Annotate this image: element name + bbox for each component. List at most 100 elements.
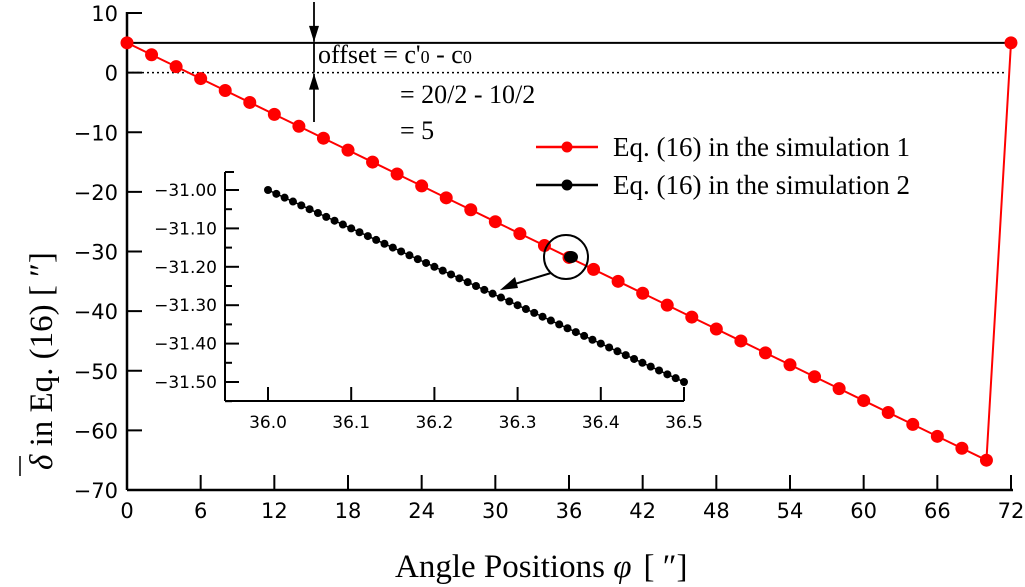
data-point: [979, 453, 993, 467]
offset-line-3: = 5: [400, 116, 434, 145]
data-point: [455, 274, 464, 283]
data-point: [546, 316, 555, 325]
data-point: [288, 197, 297, 206]
data-point: [380, 239, 389, 248]
data-point: [292, 119, 306, 133]
data-point: [472, 282, 480, 290]
data-point: [267, 107, 281, 121]
legend: Eq. (16) in the simulation 1 Eq. (16) in…: [536, 132, 910, 200]
inset-plot: −31.00 −31.10 −31.20 −31.30 −31.40 −31.50 36.0…: [154, 171, 703, 433]
data-point: [430, 262, 439, 271]
zoom-arrow-icon: [500, 277, 518, 290]
data-point: [646, 362, 655, 371]
data-point: [341, 143, 355, 157]
offset-annotation: offset = c'0 - c0 = 20/2 - 10/2 = 5: [318, 40, 535, 145]
data-point: [347, 224, 356, 233]
data-point: [243, 95, 257, 109]
data-point: [709, 322, 723, 336]
x-tick-label: 66: [924, 499, 951, 523]
x-axis-title: Angle Positions φ[ ″]: [395, 549, 687, 585]
data-point: [530, 308, 539, 317]
inset-x-tick-label: 36.3: [499, 413, 537, 433]
main-axes: 100−10−20−30−40−50−60−700 6 12 18 24 30 36 42 48…: [74, 2, 1024, 523]
data-point: [571, 328, 580, 337]
data-point: [588, 335, 597, 344]
inset-x-tick-label: 36.5: [665, 413, 703, 433]
series-simulation-1: [120, 36, 1018, 467]
data-point: [397, 247, 406, 256]
x-tick-label: 30: [482, 499, 509, 523]
data-point: [194, 72, 208, 86]
data-point: [671, 374, 680, 383]
data-point: [930, 429, 944, 443]
x-tick-label: 12: [261, 499, 288, 523]
data-point: [638, 358, 647, 367]
data-point: [513, 301, 522, 310]
x-tick-label: 54: [777, 499, 804, 523]
legend-label-1: Eq. (16) in the simulation 1: [613, 132, 910, 162]
x-tick-label: 18: [335, 499, 362, 523]
data-point: [363, 232, 372, 241]
data-point: [120, 36, 134, 50]
data-point: [313, 209, 322, 218]
data-point: [580, 331, 589, 340]
data-point: [218, 84, 232, 98]
data-point: [496, 293, 505, 302]
y-tick-label: −40: [74, 300, 118, 324]
zoom-circle: [543, 234, 589, 280]
data-point: [680, 378, 688, 386]
data-point: [521, 305, 530, 314]
data-point: [537, 239, 551, 253]
x-tick-label: 48: [703, 499, 730, 523]
data-point: [955, 441, 969, 455]
inset-y-tick-label: −31.20: [154, 258, 217, 278]
data-point: [413, 255, 422, 264]
data-point: [372, 235, 381, 244]
inset-y-tick-label: −31.10: [154, 219, 217, 239]
data-point: [611, 274, 625, 288]
offset-line-1: offset = c'0 - c0: [318, 40, 472, 69]
data-point: [685, 310, 699, 324]
data-point: [655, 366, 664, 375]
y-tick-label: −10: [74, 121, 118, 145]
data-point: [505, 297, 514, 306]
data-point: [330, 216, 339, 225]
data-point: [366, 155, 380, 169]
data-point: [563, 324, 572, 333]
y-tick-label: −20: [74, 181, 118, 205]
data-point: [480, 285, 489, 294]
data-point: [832, 382, 846, 396]
data-point: [758, 346, 772, 360]
data-point: [734, 334, 748, 348]
data-point: [488, 215, 502, 229]
inset-y-tick-label: −31.00: [154, 181, 217, 201]
y-tick-label: −60: [74, 419, 118, 443]
data-point: [438, 266, 447, 275]
y-tick-label: 0: [105, 62, 118, 86]
data-point: [464, 203, 478, 217]
inset-x-tick-label: 36.1: [332, 413, 370, 433]
y-tick-label: −70: [74, 479, 118, 503]
data-point: [338, 220, 347, 229]
data-point: [881, 405, 895, 419]
x-tick-label: 36: [556, 499, 583, 523]
inset-y-tick-label: −31.40: [154, 335, 217, 355]
data-point: [906, 417, 920, 431]
data-point: [405, 251, 414, 260]
x-tick-label: 42: [629, 499, 656, 523]
data-point: [636, 286, 650, 300]
x-tick-label: 60: [850, 499, 877, 523]
data-point: [316, 131, 330, 145]
data-point: [422, 258, 431, 267]
data-point: [463, 278, 472, 287]
svg-text:δ in Eq. (16) [ ″]: δ in Eq. (16) [ ″]: [24, 252, 60, 470]
data-point: [272, 189, 281, 198]
data-point: [596, 339, 605, 348]
inset-y-tick-label: −31.50: [154, 373, 217, 393]
arrow-up-icon: [309, 73, 319, 90]
data-point: [297, 201, 306, 210]
data-point: [1004, 36, 1018, 50]
data-point: [415, 179, 429, 193]
data-point: [280, 193, 289, 202]
